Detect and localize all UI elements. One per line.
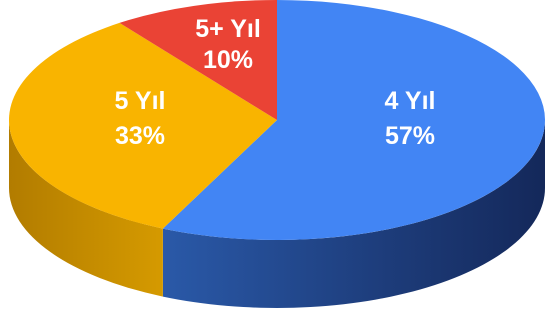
slice-name-label-2: 5+ Yıl <box>195 15 261 43</box>
pie-slice-2 <box>119 0 278 120</box>
pie-side-walls <box>9 120 545 309</box>
slice-value-label-2: 10% <box>203 46 253 74</box>
pie-slice-0 <box>162 0 545 240</box>
pie-top-faces <box>8 0 545 240</box>
slice-value-label-1: 33% <box>115 122 165 150</box>
pie-labels: 4 Yıl 57% 5 Yıl 33% 5+ Yıl 10% <box>115 15 436 150</box>
slice-name-label-1: 5 Yıl <box>115 87 166 115</box>
pie-side-1 <box>9 120 163 297</box>
pie-slice-1 <box>8 22 277 229</box>
slice-name-label-0: 4 Yıl <box>385 87 436 115</box>
pie-side-0 <box>162 120 545 309</box>
slice-value-label-0: 57% <box>385 122 435 150</box>
